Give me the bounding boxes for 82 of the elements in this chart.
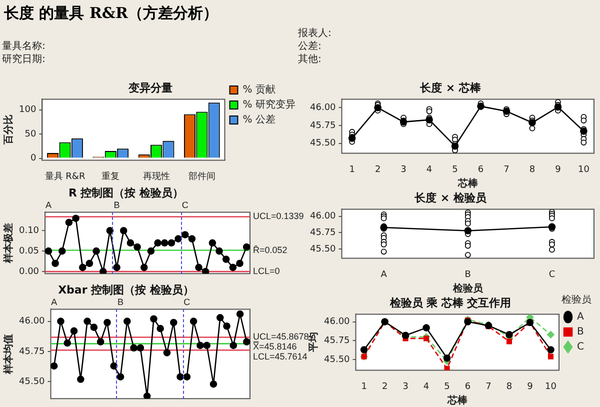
- x-tick-label: 2: [382, 382, 388, 392]
- text: C: [182, 200, 189, 210]
- x-tick-label: 重复: [102, 170, 120, 182]
- y-tick-label: 46.00: [310, 212, 336, 222]
- ref-line-label: UCL=0.1339: [253, 211, 304, 222]
- x-tick-label: 7: [504, 164, 510, 175]
- chart-title: Xbar 控制图（按 检验员）: [58, 283, 194, 296]
- legend-label: % 公差: [242, 114, 276, 126]
- ref-line-label: X̿=45.8146: [252, 340, 297, 352]
- x-tick-label: 4: [423, 382, 430, 392]
- text: C: [184, 297, 191, 308]
- text: 公差:: [298, 40, 322, 53]
- x-tick-label: B: [464, 270, 471, 280]
- chart-title: 检验员 乘 芯棒 交互作用: [388, 296, 512, 310]
- text: 量具名称:: [2, 40, 46, 53]
- y-tick-label: 0: [30, 154, 36, 164]
- legend-label: % 研究变异: [242, 98, 296, 111]
- y-tick-label: 46.00: [19, 316, 46, 327]
- x-tick-label: 10: [578, 164, 590, 175]
- y-tick-label: 0.10: [18, 226, 40, 236]
- x-tick-label: 10: [544, 382, 557, 392]
- y-tick-label: 45.75: [19, 346, 45, 357]
- y-tick-label: 100: [18, 105, 36, 116]
- text: B: [117, 297, 124, 308]
- x-tick-label: 1: [349, 164, 355, 175]
- x-tick-label: 7: [486, 382, 492, 392]
- y-axis-title: 平均: [308, 332, 320, 354]
- x-axis-title: 芯棒: [456, 178, 479, 190]
- x-tick-label: 6: [464, 382, 471, 392]
- y-axis-title: 样本均值: [2, 334, 15, 375]
- y-tick-label: 45.50: [324, 354, 350, 365]
- text: 长度 的量具 R&R（方差分析）: [4, 4, 218, 23]
- text: 研究日期:: [2, 53, 46, 66]
- chart-title: R 控制图（按 检验员）: [68, 186, 184, 200]
- x-tick-label: 8: [529, 164, 536, 175]
- y-tick-label: 45.50: [310, 244, 336, 254]
- legend-label: C: [577, 342, 584, 353]
- ref-line-label: LCL=0: [253, 266, 280, 276]
- text: A: [45, 200, 52, 210]
- y-axis-title: 样本极差: [2, 222, 15, 264]
- text: 其他:: [298, 53, 322, 66]
- x-axis-title: 芯棒: [446, 394, 468, 407]
- x-tick-label: 部件间: [188, 170, 216, 182]
- text: 报表人:: [298, 27, 332, 40]
- y-axis-title: 百分比: [2, 114, 15, 146]
- chart-title: 长度 × 检验员: [414, 191, 488, 204]
- x-tick-label: 再现性: [142, 170, 170, 182]
- legend-label: B: [577, 326, 584, 338]
- x-tick-label: 5: [452, 164, 458, 175]
- chart-title: 变异分量: [128, 81, 172, 94]
- y-tick-label: 45.75: [310, 120, 336, 131]
- x-tick-label: C: [548, 270, 556, 280]
- x-tick-label: 5: [444, 382, 450, 392]
- x-tick-label: 3: [400, 164, 406, 175]
- y-tick-label: 0.00: [18, 266, 40, 277]
- y-tick-label: 45.75: [310, 228, 336, 238]
- x-tick-label: 9: [555, 164, 562, 175]
- ref-line-label: LCL=45.7614: [253, 352, 308, 362]
- y-tick-label: 50: [24, 129, 36, 140]
- y-tick-label: 45.50: [310, 138, 336, 149]
- text: B: [114, 200, 120, 210]
- legend-label: % 贡献: [242, 84, 276, 96]
- text: A: [51, 297, 58, 308]
- x-axis-title: 检验员: [452, 282, 484, 295]
- x-tick-label: 量具 R&R: [44, 170, 86, 182]
- y-tick-label: 46.00: [310, 103, 336, 114]
- x-tick-label: 8: [506, 382, 512, 392]
- y-tick-label: 45.50: [19, 377, 46, 388]
- chart-title: 长度 × 芯棒: [419, 81, 482, 94]
- y-tick-label: 46.00: [324, 317, 350, 328]
- x-tick-label: 6: [478, 164, 484, 175]
- y-tick-label: 45.75: [324, 336, 350, 346]
- ref-line-label: UCL=45.8678: [253, 332, 309, 342]
- x-tick-label: 3: [402, 382, 408, 392]
- x-tick-label: 2: [374, 164, 381, 175]
- x-tick-label: A: [380, 270, 388, 280]
- x-tick-label: 4: [426, 164, 432, 175]
- x-tick-label: 9: [527, 382, 534, 392]
- ref-line-label: R̄=0.052: [253, 244, 288, 255]
- y-tick-label: 0.05: [18, 246, 40, 256]
- x-tick-label: 1: [361, 382, 367, 392]
- legend-label: A: [577, 312, 584, 323]
